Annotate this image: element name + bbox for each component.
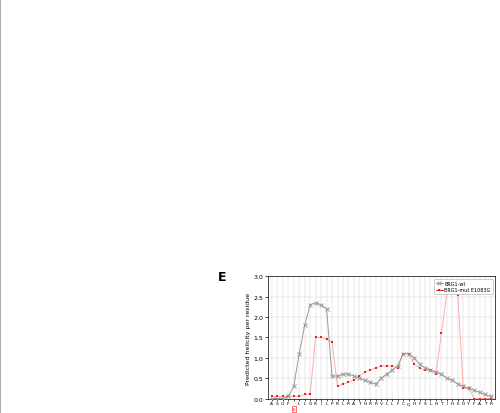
- Text: E: E: [292, 407, 295, 411]
- Text: E: E: [218, 271, 226, 284]
- Legend: BRG1-wt, BRG1-mut E1083G: BRG1-wt, BRG1-mut E1083G: [434, 279, 492, 294]
- Y-axis label: Predicted helicity per residue: Predicted helicity per residue: [246, 292, 250, 384]
